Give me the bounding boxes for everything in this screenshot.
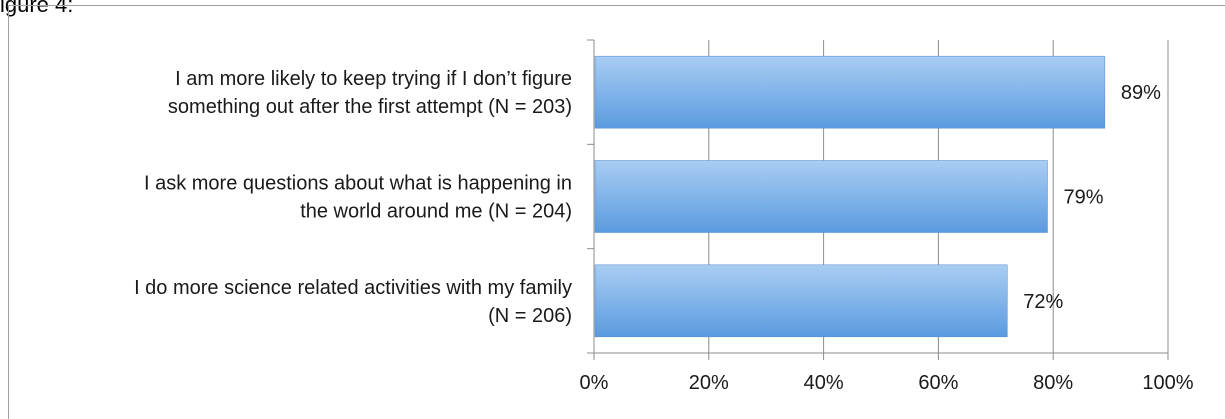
- category-label: the world around me (N = 204): [300, 201, 572, 223]
- bars: [594, 55, 1106, 338]
- category-label: I am more likely to keep trying if I don…: [175, 68, 572, 90]
- category-label: I do more science related activities wit…: [134, 277, 572, 299]
- x-tick-label: 40%: [804, 372, 844, 394]
- bar: [594, 264, 1008, 338]
- chart-frame: [8, 5, 1225, 419]
- labels: 0% 20% 40% 60% 80% 100% 89% I am more likely to…: [134, 68, 1194, 394]
- value-label: 72%: [1023, 291, 1063, 313]
- bar: [594, 160, 1048, 233]
- x-tick-label: 100%: [1142, 372, 1193, 394]
- x-tick-label: 20%: [689, 372, 729, 394]
- value-label: 89%: [1121, 82, 1161, 104]
- value-label: 79%: [1063, 187, 1103, 209]
- x-tick-label: 0%: [580, 372, 609, 394]
- x-tick-label: 80%: [1033, 372, 1073, 394]
- figure-caption-fragment: igure 4:: [0, 0, 74, 17]
- bar: [594, 55, 1106, 129]
- category-label: (N = 206): [488, 305, 572, 327]
- category-label: I ask more questions about what is happe…: [144, 173, 572, 195]
- x-tick-label: 60%: [918, 372, 958, 394]
- category-label: something out after the first attempt (N…: [168, 96, 572, 118]
